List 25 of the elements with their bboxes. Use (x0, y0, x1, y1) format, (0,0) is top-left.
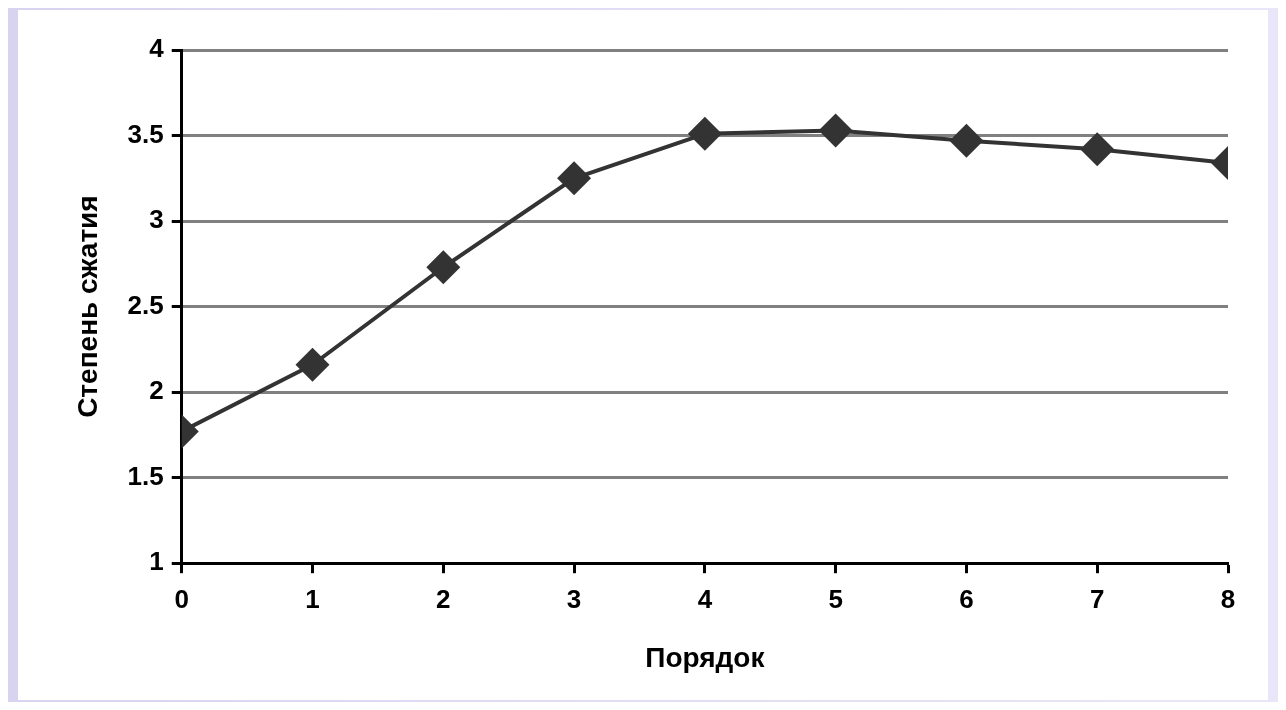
point (557, 161, 592, 196)
x-tick-label: 4 (697, 583, 713, 614)
y-tick-label: 2.5 (127, 289, 164, 320)
y-tick-label: 2 (149, 375, 164, 406)
point (295, 347, 330, 382)
x-tick-label: 3 (566, 583, 582, 614)
point (818, 113, 853, 148)
y-tick-label: 4 (149, 33, 165, 64)
y-tick-label: 3.5 (127, 118, 164, 149)
point (1080, 132, 1115, 167)
point (426, 250, 461, 285)
x-axis-title: Порядок (645, 641, 766, 673)
y-axis-title: Степень сжатия (71, 195, 103, 418)
point (687, 116, 722, 151)
y-tick-label: 1.5 (127, 460, 164, 491)
x-tick-label: 8 (1220, 583, 1236, 614)
x-tick-label: 1 (305, 583, 320, 614)
x-tick-label: 5 (828, 583, 843, 614)
point (949, 123, 984, 158)
x-tick-label: 0 (174, 583, 189, 614)
y-tick-label: 3 (149, 204, 164, 235)
x-tick-label: 6 (959, 583, 974, 614)
x-tick-label: 2 (436, 583, 451, 614)
y-tick-label: 1 (149, 546, 164, 577)
x-tick-label: 7 (1089, 583, 1105, 614)
